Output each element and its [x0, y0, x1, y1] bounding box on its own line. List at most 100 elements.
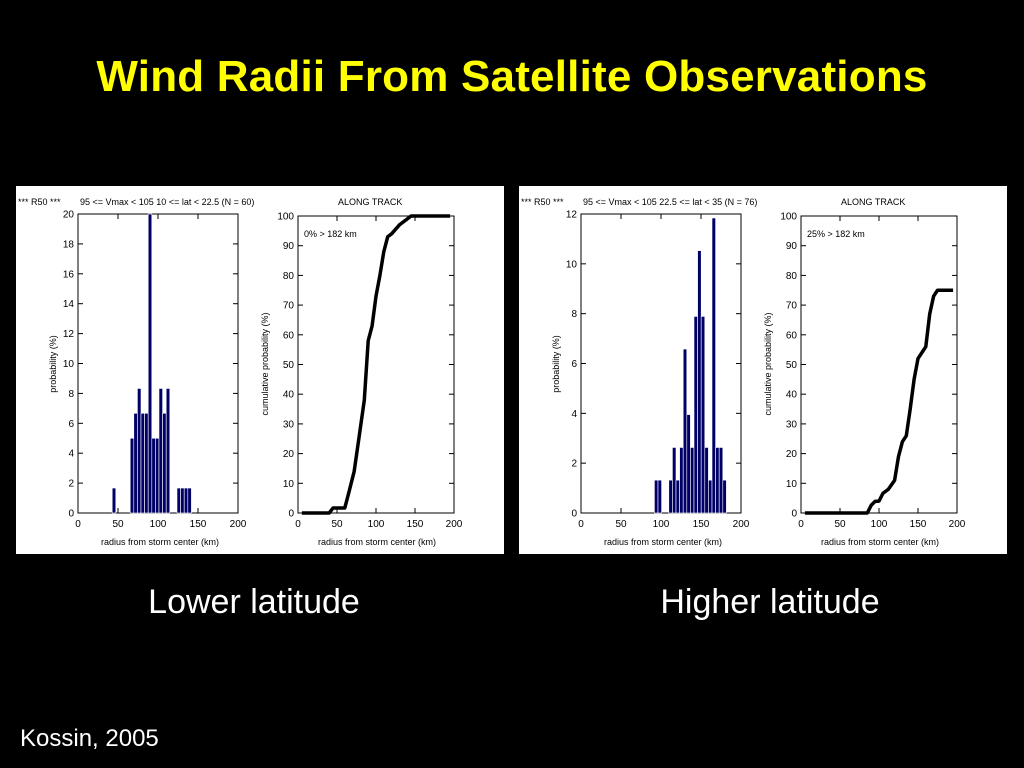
hist-bar [162, 412, 167, 514]
hist-xlabel: radius from storm center (km) [604, 537, 722, 547]
cdf-xlabel: radius from storm center (km) [821, 537, 939, 547]
cdf-x-tick-label: 50 [331, 519, 343, 530]
cdf-y-tick-label: 40 [786, 390, 798, 401]
hist-bar [693, 316, 698, 514]
hist-bar [111, 487, 117, 514]
hist-y-tick-label: 4 [571, 409, 577, 420]
cdf-x-tick-label: 0 [295, 519, 301, 530]
hist-y-tick-label: 14 [63, 299, 75, 310]
caption-higher-latitude: Higher latitude [660, 583, 880, 621]
hist-bar [137, 388, 142, 514]
hist-bar [151, 437, 156, 514]
citation: Kossin, 2005 [20, 725, 159, 752]
hist-x-tick-label: 200 [230, 519, 247, 530]
cdf-y-tick-label: 90 [786, 241, 798, 252]
hist-y-tick-label: 10 [63, 359, 75, 370]
cdf-y-tick-label: 90 [283, 241, 295, 252]
hist-bar [147, 213, 153, 514]
hist-y-tick-label: 18 [63, 239, 75, 250]
figure-track: ALONG TRACK [338, 197, 402, 207]
hist-x-tick-label: 100 [653, 519, 670, 530]
cdf-y-tick-label: 80 [283, 271, 295, 282]
cdf-y-tick-label: 20 [283, 449, 295, 460]
hist-x-tick-label: 100 [150, 519, 167, 530]
hist-bar [718, 447, 724, 514]
hist-x-tick-label: 0 [75, 519, 81, 530]
cdf-y-tick-label: 80 [786, 271, 798, 282]
hist-y-tick-label: 12 [63, 329, 75, 340]
cdf-y-tick-label: 100 [780, 212, 797, 223]
hist-x-tick-label: 150 [693, 519, 710, 530]
hist-y-tick-label: 10 [566, 259, 578, 270]
hist-bar [183, 487, 189, 514]
slide-title: Wind Radii From Satellite Observations [96, 52, 928, 101]
cdf-annotation: 0% > 182 km [304, 229, 357, 239]
hist-bar [657, 479, 662, 514]
cdf-line [301, 214, 451, 515]
cdf-y-tick-label: 30 [283, 419, 295, 430]
figure-panel-higher-latitude: *** R50 *** 95 <= Vmax < 105 22.5 <= lat… [519, 186, 1007, 554]
cdf-x-tick-label: 200 [949, 519, 966, 530]
hist-bar [708, 479, 713, 514]
hist-y-tick-label: 8 [571, 309, 577, 320]
hist-bar [176, 487, 181, 514]
cdf-y-tick-label: 0 [288, 509, 294, 520]
hist-bar [672, 447, 677, 514]
cdf-y-tick-label: 70 [283, 301, 295, 312]
hist-bar [675, 479, 680, 514]
cdf-x-tick-label: 100 [871, 519, 888, 530]
cdf-y-tick-label: 60 [283, 330, 295, 341]
cdf-y-tick-label: 70 [786, 301, 798, 312]
hist-bar [711, 217, 716, 514]
hist-bar [722, 479, 727, 514]
figure-track: ALONG TRACK [841, 197, 905, 207]
hist-x-tick-label: 150 [190, 519, 207, 530]
figure-panel-lower-latitude: *** R50 *** 95 <= Vmax < 105 10 <= lat <… [16, 186, 504, 554]
cdf-y-tick-label: 60 [786, 330, 798, 341]
hist-y-tick-label: 6 [571, 359, 577, 370]
figure-tag: *** R50 *** [18, 197, 61, 207]
hist-bar [700, 316, 706, 514]
cdf-annotation: 25% > 182 km [807, 229, 865, 239]
cdf-x-tick-label: 100 [368, 519, 385, 530]
hist-x-tick-label: 50 [112, 519, 124, 530]
cdf-xlabel: radius from storm center (km) [318, 537, 436, 547]
cdf-y-tick-label: 30 [786, 419, 798, 430]
hist-y-tick-label: 2 [68, 479, 74, 490]
hist-y-tick-label: 0 [571, 509, 577, 520]
cdf-plot-frame [800, 215, 958, 514]
hist-bar [187, 487, 192, 514]
figure-higher-latitude: *** R50 *** 95 <= Vmax < 105 22.5 <= lat… [521, 197, 966, 547]
hist-x-tick-label: 50 [615, 519, 627, 530]
cdf-y-tick-label: 20 [786, 449, 798, 460]
caption-lower-latitude: Lower latitude [148, 583, 360, 621]
hist-bar [155, 437, 160, 514]
hist-bar [165, 388, 171, 514]
hist-bar [654, 479, 659, 514]
hist-bar [679, 447, 684, 514]
hist-xlabel: radius from storm center (km) [101, 537, 219, 547]
hist-bar [686, 414, 691, 514]
hist-ylabel: probability (%) [48, 335, 58, 393]
hist-ylabel: probability (%) [551, 335, 561, 393]
figure-lower-latitude: *** R50 *** 95 <= Vmax < 105 10 <= lat <… [18, 197, 463, 547]
figure-tag: *** R50 *** [521, 197, 564, 207]
hist-bar [180, 487, 185, 514]
cdf-y-tick-label: 100 [277, 212, 294, 223]
hist-bar [682, 348, 688, 514]
cdf-ylabel: cumulative probability (%) [763, 312, 773, 415]
cdf-plot-frame [297, 215, 455, 514]
hist-bar [690, 447, 695, 514]
hist-bar [158, 388, 163, 514]
hist-y-tick-label: 0 [68, 509, 74, 520]
cdf-x-tick-label: 150 [910, 519, 927, 530]
hist-y-tick-label: 20 [63, 210, 75, 221]
cdf-y-tick-label: 10 [786, 479, 798, 490]
figure-condition: 95 <= Vmax < 105 22.5 <= lat < 35 (N = 7… [583, 197, 757, 207]
hist-x-tick-label: 200 [733, 519, 750, 530]
cdf-y-tick-label: 10 [283, 479, 295, 490]
hist-x-tick-label: 0 [578, 519, 584, 530]
hist-bar [697, 250, 702, 514]
hist-bar [668, 479, 673, 514]
hist-bar [144, 412, 149, 514]
